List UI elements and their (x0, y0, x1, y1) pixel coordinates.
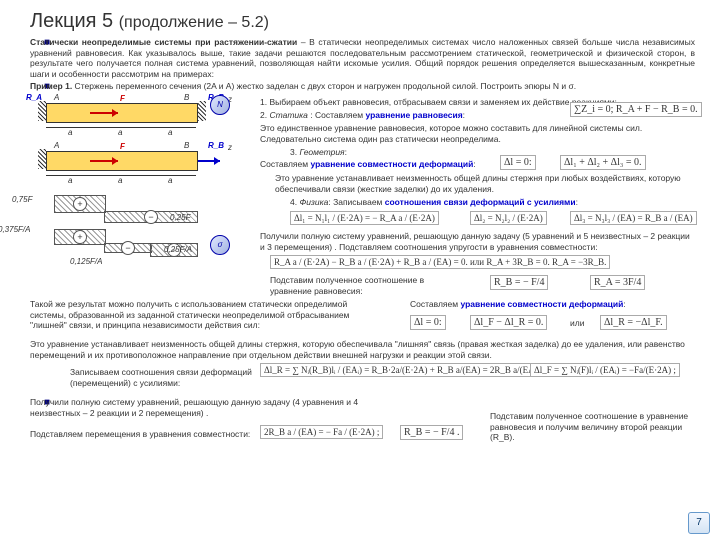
eq-dlR-long: Δl_R = ∑ Nᵢ(R_B)lᵢ / (EAᵢ) = R_B·2a/(E·2… (260, 363, 546, 377)
minus-sign: − (144, 210, 158, 224)
react-arrow (198, 160, 220, 162)
step2-text: Составляем (315, 110, 365, 120)
title-main: Лекция 5 (30, 10, 113, 32)
subst-back: Подставим полученное соотношение в уравн… (270, 275, 460, 296)
dim-a6: a (168, 176, 172, 185)
step2-label: Статика (269, 110, 307, 120)
eq-dl0b: Δl = 0: (410, 315, 446, 330)
label-B2: B (184, 141, 189, 150)
back-eq-text: Подставим полученное соотношение в уравн… (490, 411, 690, 443)
label-F1: F (120, 94, 125, 103)
eq-RA: R_A = 3F/4 (590, 275, 645, 290)
example-label: Пример 1. (30, 81, 72, 91)
label-z2: z (228, 143, 232, 152)
eq-dlReq: Δl_R = −Δl_F. (600, 315, 667, 330)
step2-post: : (463, 110, 465, 120)
compat2-note: Это уравнение устанавливает неизменность… (30, 339, 695, 360)
val-025FA: 0,25F/A (164, 245, 192, 254)
label-RB2: R_B (208, 141, 224, 150)
dim-a4: a (68, 176, 72, 185)
dim-a5: a (118, 176, 122, 185)
step3-label: Геометрия (299, 147, 344, 157)
s-plot-2: − (104, 243, 152, 253)
force-arrow-2 (90, 160, 118, 162)
s-plot-1: + (54, 229, 106, 245)
second-para: Такой же результат можно получить с испо… (30, 299, 380, 331)
eq-equilibrium: ∑Z_i = 0; R_A + F − R_B = 0. (570, 102, 702, 117)
step4: 4. Физика: Записываем соотношения связи … (290, 197, 690, 208)
compat-note: Это уравнение устанавливает неизменность… (275, 173, 695, 194)
plus-sign: + (73, 197, 87, 211)
phys2-text: Записываем соотношения связи деформаций … (70, 367, 270, 388)
compat-post: : (473, 159, 475, 169)
step2-kw: уравнение равновесия (365, 110, 462, 120)
beam-top (46, 103, 198, 123)
step3: 3. Геометрия: (290, 147, 590, 158)
step4-label: Физика (299, 197, 328, 207)
n-epure-label: N (210, 95, 230, 115)
minus-sign: − (121, 241, 135, 255)
eq-dl0: Δl = 0: (500, 155, 536, 170)
eq-RB: R_B = − F/4 (490, 275, 548, 290)
eq-dlF-long: Δl_F = ∑ Nᵢ(F)lᵢ / (EAᵢ) = −Fa/(E·2A) ; (530, 363, 680, 377)
step4-text: Записываем (331, 197, 385, 207)
compat2-line: Составляем уравнение совместности деформ… (410, 299, 695, 310)
title-paren: (продолжение – 5.2) (119, 14, 269, 31)
system-note: Получили полную систему уравнений, решаю… (260, 231, 695, 252)
eq-dl1: Δl₁ = N₁l₁ / (E·2A) = − R_A a / (E·2A) (290, 211, 439, 225)
eq-final1: 2R_B a / (EA) = − Fa / (E·2A) ; (260, 425, 383, 439)
or-label: или (570, 318, 584, 329)
compat2-post: : (623, 299, 625, 309)
eq-subst: R_A a / (E·2A) − R_B a / (E·2A) + R_B a … (270, 255, 610, 269)
label-A1: A (54, 93, 59, 102)
eq-dl3: Δl₃ = N₃l₃ / (EA) = R_B a / (EA) (570, 211, 697, 225)
system2-note: Получили полную систему уравнений, решаю… (30, 397, 390, 418)
page-number: 7 (688, 512, 710, 534)
label-B1: B (184, 93, 189, 102)
step3-post: : (345, 147, 347, 157)
sigma-epure-label: σ (210, 235, 230, 255)
intro-heading: Статически неопределимые системы при рас… (30, 37, 297, 47)
subst2-text: Подставляем перемещения в уравнения совм… (30, 429, 260, 440)
eq-final2: R_B = − F/4 . (400, 425, 463, 440)
val-025F: 0,25F (170, 213, 190, 222)
step2-colon: : (310, 110, 312, 120)
compat2-t: Составляем (410, 299, 460, 309)
compat-t1: Составляем (260, 159, 310, 169)
val-0125: 0,125F/A (70, 257, 102, 266)
step1-text: Выбираем объект равновесия, отбрасываем … (267, 97, 617, 107)
force-arrow-1 (90, 112, 118, 114)
label-A2: A (54, 141, 59, 150)
dim-a1: a (68, 128, 72, 137)
left-support-hatch-2 (38, 149, 46, 169)
right-support-hatch (198, 101, 206, 121)
compat2-kw: уравнение совместности деформаций (460, 299, 623, 309)
example-text: Стержень переменного сечения (2A и A) же… (72, 81, 576, 91)
label-F2: F (120, 142, 125, 151)
eq-dl2: Δl₂ = N₂l₂ / (E·2A) (470, 211, 547, 225)
eq-dlFR: Δl_F − Δl_R = 0. (470, 315, 547, 330)
dim-a3: a (168, 128, 172, 137)
equil-note: Это единственное уравнение равновесия, к… (260, 123, 695, 144)
n-plot-1: + (54, 195, 106, 213)
second-text: Такой же результат можно получить с испо… (30, 299, 349, 330)
dim-a2: a (118, 128, 122, 137)
intro-para: Статически неопределимые системы при рас… (30, 37, 695, 80)
plus-sign: + (73, 230, 87, 244)
compat-kw: уравнение совместности деформаций (310, 159, 473, 169)
step4-post: : (576, 197, 578, 207)
step4-kw: соотношения связи деформаций с усилиями (385, 197, 576, 207)
step2: 2. Статика : Составляем уравнение равнов… (260, 110, 600, 121)
eq-dlsum: Δl₁ + Δl₂ + Δl₃ = 0. (560, 155, 646, 170)
example-para: Пример 1. Стержень переменного сечения (… (30, 81, 695, 92)
left-support-hatch (38, 101, 46, 121)
step2-num: 2. (260, 110, 267, 120)
val-0375: 0,375F/A (0, 225, 30, 234)
lecture-title: Лекция 5 (продолжение – 5.2) (30, 10, 702, 33)
beam-bottom (46, 151, 198, 171)
val-075F: 0,75F (12, 195, 32, 204)
label-RA: R_A (26, 93, 42, 102)
